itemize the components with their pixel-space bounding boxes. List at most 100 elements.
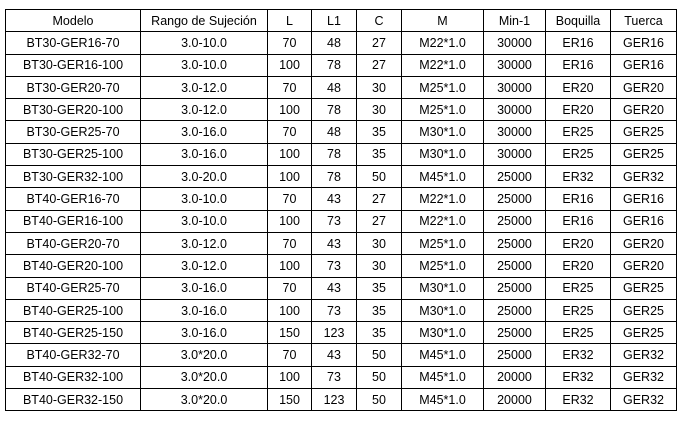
header-row: Modelo Rango de Sujeción L L1 C M Min-1 Boquill… [5, 8, 677, 33]
table-cell: 25000 [483, 231, 546, 256]
table-cell: 3.0-12.0 [140, 254, 268, 278]
table-cell: 30 [356, 75, 402, 100]
table-cell: 50 [356, 165, 402, 189]
table-cell: M30*1.0 [401, 276, 484, 300]
table-cell: 3.0-16.0 [140, 276, 268, 300]
table-cell: M25*1.0 [401, 254, 484, 278]
table-cell: BT40-GER20-70 [5, 231, 141, 256]
table-cell: GER16 [610, 209, 677, 233]
table-cell: 20000 [483, 388, 546, 412]
table-row: BT30-GER32-100 3.0-20.0 100 78 50 M45*1.0 2500… [5, 165, 677, 189]
table-cell: 70 [267, 276, 312, 300]
table-row: BT30-GER16-70 3.0-10.0 70 48 27 M22*1.0 30000 E… [5, 31, 677, 55]
table-cell: 25000 [483, 209, 546, 233]
table-body: BT30-GER16-70 3.0-10.0 70 48 27 M22*1.0 30000 E… [5, 31, 677, 412]
table-cell: 3.0-10.0 [140, 187, 268, 211]
table-cell: 35 [356, 276, 402, 300]
table-cell: GER25 [610, 142, 677, 167]
header-cell: C [356, 8, 402, 33]
header-cell: Tuerca [610, 8, 677, 33]
table-cell: 30000 [483, 142, 546, 167]
table-cell: 100 [267, 298, 312, 323]
table-cell: BT30-GER25-70 [5, 120, 141, 144]
table-cell: 3.0*20.0 [140, 365, 268, 390]
table-cell: ER32 [545, 165, 611, 189]
table-cell: 27 [356, 31, 402, 55]
table-cell: 30000 [483, 31, 546, 55]
table-cell: 3.0*20.0 [140, 343, 268, 367]
table-cell: 100 [267, 165, 312, 189]
table-cell: 3.0-12.0 [140, 75, 268, 100]
table-cell: GER20 [610, 98, 677, 122]
table-cell: 70 [267, 120, 312, 144]
table-cell: 50 [356, 365, 402, 390]
table-cell: 100 [267, 98, 312, 122]
table-cell: M25*1.0 [401, 75, 484, 100]
table-cell: GER25 [610, 298, 677, 323]
table-cell: M30*1.0 [401, 321, 484, 345]
table-cell: M30*1.0 [401, 298, 484, 323]
table-cell: 73 [311, 365, 357, 390]
table-cell: 48 [311, 120, 357, 144]
table-cell: GER16 [610, 53, 677, 77]
table-cell: 43 [311, 276, 357, 300]
table-cell: 30000 [483, 75, 546, 100]
table-cell: 70 [267, 31, 312, 55]
table-cell: 3.0-20.0 [140, 165, 268, 189]
table-cell: 50 [356, 343, 402, 367]
table-cell: BT30-GER20-100 [5, 98, 141, 122]
table-cell: 25000 [483, 276, 546, 300]
table-cell: 30000 [483, 53, 546, 77]
table-cell: 3.0-10.0 [140, 53, 268, 77]
table-row: BT40-GER25-70 3.0-16.0 70 43 35 M30*1.0 25000 E… [5, 276, 677, 300]
table-cell: BT40-GER25-70 [5, 276, 141, 300]
table-cell: ER25 [545, 298, 611, 323]
table-cell: BT30-GER16-100 [5, 53, 141, 77]
header-cell: L [267, 8, 312, 33]
table-cell: 35 [356, 298, 402, 323]
table-cell: GER32 [610, 165, 677, 189]
table-row: BT40-GER32-70 3.0*20.0 70 43 50 M45*1.0 25000 E… [5, 343, 677, 367]
table-cell: 35 [356, 120, 402, 144]
table-cell: 150 [267, 321, 312, 345]
table-cell: 123 [311, 321, 357, 345]
table-cell: 70 [267, 231, 312, 256]
table-cell: 43 [311, 231, 357, 256]
table-cell: M22*1.0 [401, 187, 484, 211]
table-cell: GER20 [610, 254, 677, 278]
header-cell: Min-1 [483, 8, 546, 33]
table-cell: 27 [356, 187, 402, 211]
header-cell: M [401, 8, 484, 33]
table-cell: 35 [356, 321, 402, 345]
table-cell: 100 [267, 365, 312, 390]
table-cell: 25000 [483, 187, 546, 211]
table-row: BT30-GER16-100 3.0-10.0 100 78 27 M22*1.0 3000… [5, 53, 677, 77]
table-cell: ER32 [545, 365, 611, 390]
table-row: BT40-GER25-100 3.0-16.0 100 73 35 M30*1.0 2500… [5, 298, 677, 323]
table-cell: ER25 [545, 321, 611, 345]
table-cell: BT40-GER25-100 [5, 298, 141, 323]
table-cell: 73 [311, 209, 357, 233]
table-cell: 123 [311, 388, 357, 412]
table-cell: BT40-GER20-100 [5, 254, 141, 278]
table-row: BT40-GER20-70 3.0-12.0 70 43 30 M25*1.0 25000 E… [5, 231, 677, 256]
table-cell: GER20 [610, 75, 677, 100]
table-cell: BT40-GER32-100 [5, 365, 141, 390]
table-cell: 43 [311, 343, 357, 367]
table-cell: 73 [311, 298, 357, 323]
table-cell: BT40-GER25-150 [5, 321, 141, 345]
table-cell: 3.0-12.0 [140, 98, 268, 122]
table-cell: 35 [356, 142, 402, 167]
table-cell: M45*1.0 [401, 165, 484, 189]
table-cell: ER16 [545, 209, 611, 233]
table-cell: M22*1.0 [401, 53, 484, 77]
table-cell: M45*1.0 [401, 365, 484, 390]
table-cell: 3.0-16.0 [140, 142, 268, 167]
table-cell: ER16 [545, 187, 611, 211]
table-cell: 3.0-16.0 [140, 321, 268, 345]
table-cell: 73 [311, 254, 357, 278]
table-row: BT30-GER25-100 3.0-16.0 100 78 35 M30*1.0 3000… [5, 142, 677, 167]
header-cell: Rango de Sujeción [140, 8, 268, 33]
table-cell: ER20 [545, 75, 611, 100]
table-cell: M25*1.0 [401, 231, 484, 256]
